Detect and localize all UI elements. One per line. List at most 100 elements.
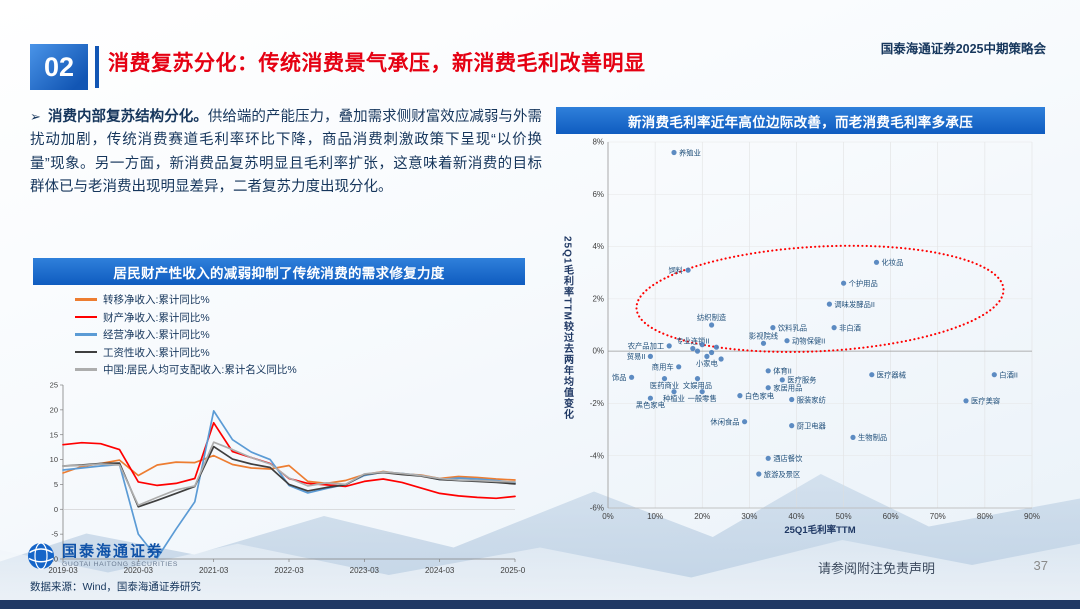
- scatter-point-label: 酒店餐饮: [773, 454, 803, 463]
- legend-label: 中国:居民人均可支配收入:累计名义同比%: [103, 364, 297, 376]
- page-number: 37: [1033, 558, 1048, 573]
- scatter-point: [789, 423, 795, 429]
- scatter-chart-svg: 0% 10% 20% 30% 40% 50% 60% 70% 80% 90%8%6%4%2%0%-…: [590, 138, 1040, 536]
- x-tick-label: 40%: [788, 512, 804, 521]
- scatter-point: [671, 149, 677, 156]
- scatter-point-label: 白酒II: [999, 371, 1018, 380]
- scatter-point-label: 医疗服务: [787, 376, 816, 385]
- line-chart-card: 居民财产性收入的减弱抑制了传统消费的需求修复力度 转移净收入:累计同比% 财产净收…: [33, 258, 525, 577]
- y-tick-label: 10: [50, 455, 58, 464]
- scatter-point: [765, 385, 771, 391]
- scatter-point: [779, 377, 785, 383]
- scatter-point: [694, 348, 701, 354]
- scatter-point-label: 体育II: [773, 367, 792, 376]
- legend-swatch: [75, 368, 97, 371]
- y-tick-label: 8%: [592, 138, 604, 147]
- x-tick-label: 50%: [836, 512, 852, 521]
- scatter-chart-title: 新消费毛利率近年高位边际改善，而老消费毛利率多承压: [628, 114, 973, 130]
- scatter-point-label: 影视院线: [749, 331, 779, 340]
- y-tick-label: 4%: [592, 242, 604, 251]
- scatter-point-label: 一般零售: [688, 394, 717, 403]
- logo-subtitle: GUOTAI HAITONG SECURITIES: [62, 560, 178, 568]
- scatter-point: [831, 325, 837, 331]
- scatter-point: [647, 395, 653, 401]
- scatter-point: [694, 376, 701, 382]
- scatter-point-label: 黑色家电: [636, 401, 666, 410]
- line-series: [62, 421, 516, 500]
- data-source-note: 数据来源：Wind，国泰海通证券研究: [30, 581, 201, 593]
- scatter-point: [713, 344, 719, 350]
- scatter-point-label: 医药商业: [650, 381, 679, 390]
- x-tick-label: 0%: [602, 512, 614, 521]
- scatter-point: [869, 372, 875, 378]
- bottom-bar: [0, 600, 1080, 609]
- scatter-point: [770, 325, 776, 331]
- legend-item: 转移净收入:累计同比%: [75, 292, 525, 307]
- scatter-point: [873, 259, 880, 265]
- section-number-badge: 02: [30, 44, 88, 90]
- bullet-text: 供给端的产能压力，叠加需求侧财富效应减弱与外需扰动加剧，传统消费赛道毛利率环比下…: [30, 109, 542, 196]
- badge-divider: [95, 46, 99, 88]
- scatter-point: [760, 340, 767, 346]
- scatter-point-label: 家居用品: [773, 384, 802, 393]
- scatter-point: [850, 434, 856, 440]
- legend-swatch: [75, 315, 97, 319]
- scatter-point: [699, 389, 705, 395]
- x-tick-label: 2023-03: [350, 566, 380, 575]
- scatter-point-label: 化妆品: [882, 258, 904, 267]
- scatter-point: [647, 353, 653, 359]
- scatter-point: [742, 419, 748, 425]
- scatter-point: [709, 349, 715, 356]
- scatter-point-label: 个护用品: [849, 279, 878, 288]
- section-number: 02: [43, 51, 75, 82]
- bullet-lead: 消费内部复苏结构分化。: [47, 109, 208, 125]
- scatter-point: [685, 267, 691, 273]
- scatter-chart-area: 25Q1毛利率TTM较过去两年均值变化 0% 10% 20% 30% 40% 50% 60%…: [556, 138, 1045, 538]
- scatter-point-label: 厨卫电器: [797, 421, 827, 430]
- legend-item: 经营净收入:累计同比%: [75, 327, 525, 342]
- scatter-point: [629, 374, 635, 380]
- scatter-point: [671, 389, 677, 395]
- legend-swatch: [75, 350, 97, 354]
- scatter-point: [676, 364, 682, 370]
- y-tick-label: 6%: [592, 190, 604, 199]
- scatter-point: [718, 356, 724, 362]
- scatter-point: [737, 393, 743, 399]
- x-tick-label: 2021-03: [199, 566, 229, 575]
- scatter-point-label: 医疗器械: [877, 371, 907, 380]
- scatter-point-label: 动物保健II: [792, 337, 825, 346]
- y-tick-label: 5: [54, 480, 58, 489]
- scatter-point-label: 调味发酵品II: [834, 300, 875, 309]
- legend-label: 经营净收入:累计同比%: [103, 329, 210, 341]
- scatter-point-label: 纺织制造: [697, 313, 727, 322]
- y-tick-label: 0%: [592, 347, 604, 356]
- scatter-point: [709, 322, 715, 328]
- scatter-point-label: 贸易II: [627, 352, 646, 361]
- x-tick-label: 2022-03: [274, 566, 304, 575]
- legend-label: 转移净收入:累计同比%: [103, 294, 210, 306]
- legend-item: 中国:居民人均可支配收入:累计名义同比%: [75, 362, 525, 377]
- y-tick-label: -5: [51, 530, 58, 539]
- x-tick-label: 10%: [647, 512, 663, 521]
- y-tick-label: 15: [50, 430, 58, 439]
- x-tick-label: 90%: [1024, 512, 1040, 521]
- x-tick-label: 2020-03: [124, 566, 154, 575]
- scatter-point: [963, 398, 969, 404]
- scatter-x-axis-label: 25Q1毛利率TTM: [784, 524, 855, 536]
- line-chart-legend: 转移净收入:累计同比% 财产净收入:累计同比% 经营净收入:累计同比% 工资性收入:累…: [33, 285, 525, 379]
- line-chart-title: 居民财产性收入的减弱抑制了传统消费的需求修复力度: [113, 265, 445, 281]
- x-tick-label: 60%: [883, 512, 899, 521]
- legend-swatch: [75, 333, 97, 336]
- scatter-point-label: 服装家纺: [797, 395, 826, 404]
- legend-label: 财产净收入:累计同比%: [103, 311, 210, 324]
- x-tick-label: 20%: [694, 512, 710, 521]
- scatter-point-label: 文娱用品: [683, 381, 712, 390]
- legend-item: 工资性收入:累计同比%: [75, 345, 525, 360]
- x-tick-label: 2024-03: [425, 566, 455, 575]
- bullet-arrow-icon: ➢: [30, 109, 41, 124]
- scatter-point: [765, 368, 771, 374]
- scatter-point: [661, 376, 668, 382]
- x-tick-label: 30%: [741, 512, 757, 521]
- scatter-point: [789, 396, 795, 403]
- y-tick-label: 20: [50, 405, 58, 414]
